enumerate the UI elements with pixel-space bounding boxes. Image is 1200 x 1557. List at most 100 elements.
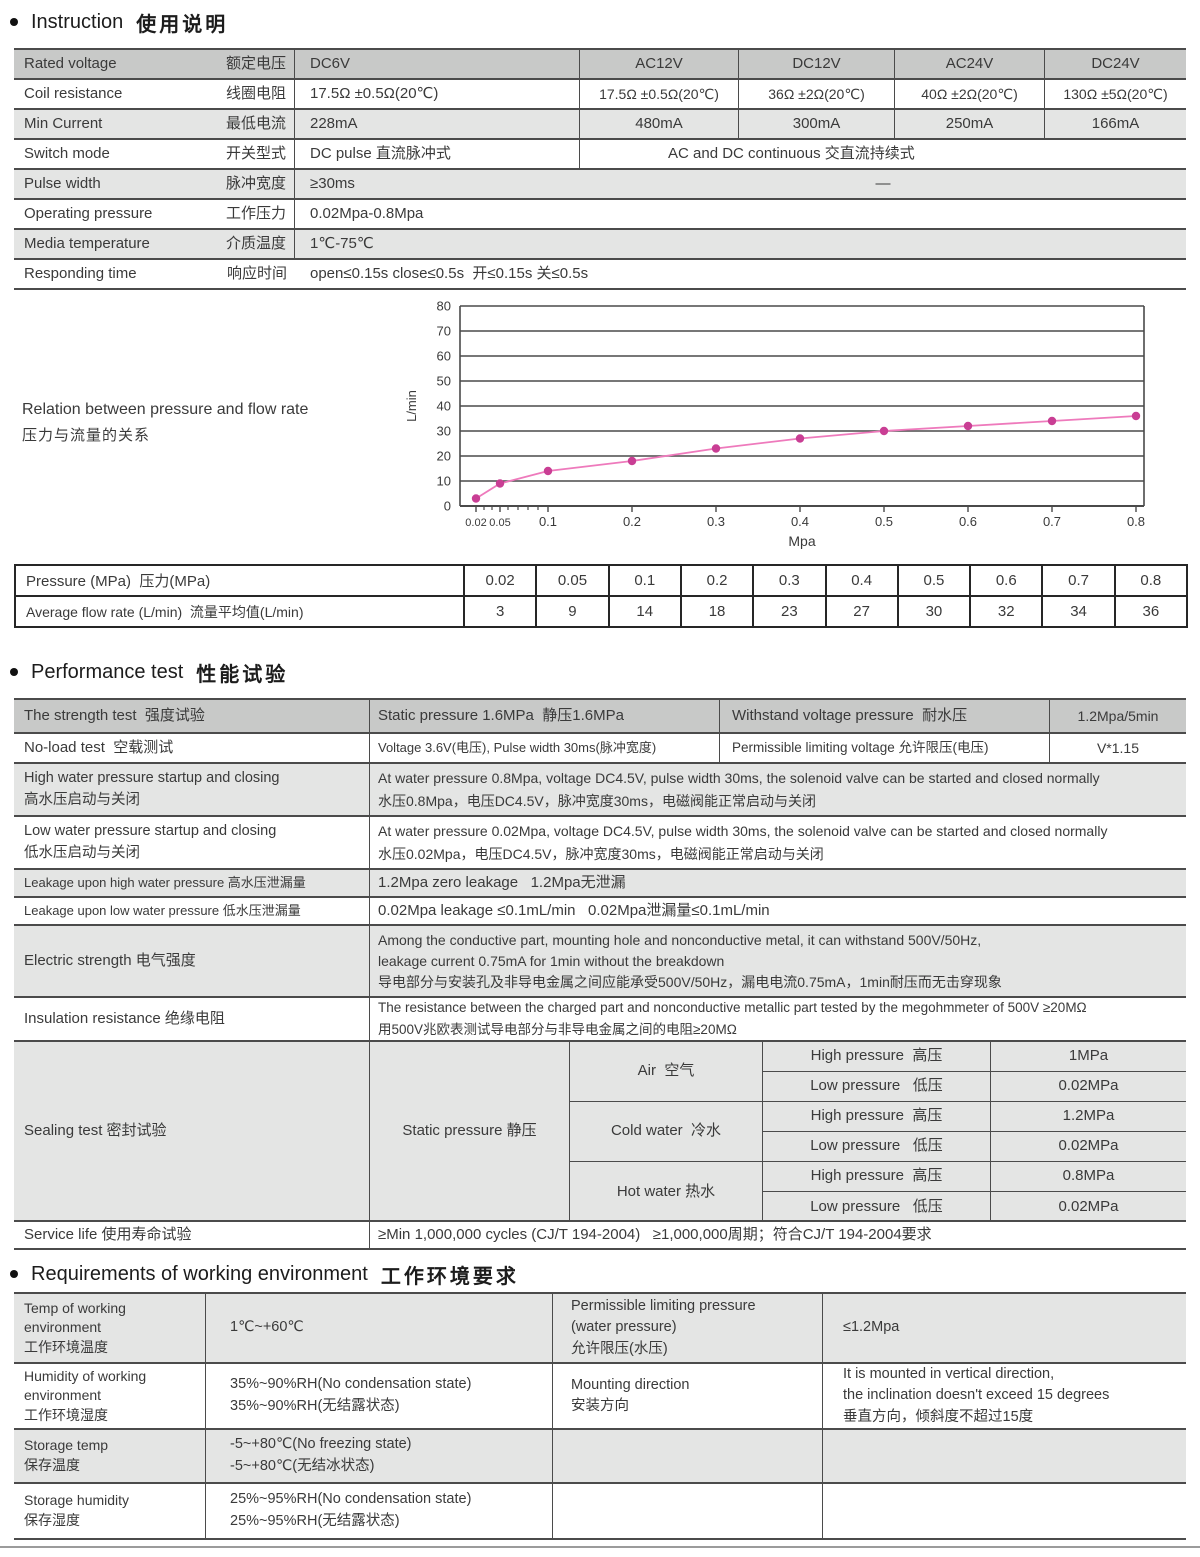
sealing-pressure-label: High pressure 高压 — [762, 1102, 990, 1131]
instruction-title-en: Instruction — [31, 10, 124, 33]
svg-text:0.1: 0.1 — [539, 514, 557, 529]
chart-caption-en: Relation between pressure and flow rate — [22, 401, 309, 418]
req-cell — [822, 1484, 1186, 1538]
sealing-medium: Hot water 热水 — [616, 1182, 716, 1200]
req-label: Storage humidity 保存湿度 — [24, 1492, 130, 1528]
sealing-pressure-label: Low pressure 低压 — [762, 1071, 990, 1101]
flow-rate-value: 14 — [609, 597, 682, 628]
flow-rate-label: Average flow rate (L/min) 流量平均值(L/min) — [16, 597, 465, 628]
sealing-pressure-value: 0.02MPa — [990, 1192, 1186, 1222]
perf-label: Leakage upon high water pressure 高水压泄漏量 — [14, 870, 370, 896]
req-cell: 1℃~+60℃ — [205, 1294, 552, 1362]
svg-text:20: 20 — [437, 449, 451, 464]
req-cell: It is mounted in vertical direction, the… — [822, 1364, 1186, 1428]
sealing-medium: Cold water 冷水 — [610, 1122, 722, 1140]
flow-rate-value: 3 — [465, 597, 538, 628]
svg-text:0.05: 0.05 — [489, 517, 510, 529]
flow-pressure-value: 0.5 — [898, 566, 972, 597]
req-label: Temp of working environment 工作环境温度 — [24, 1299, 126, 1355]
spec-cell: AC and DC continuous 交直流持续式 — [668, 144, 915, 162]
spec-cell: DC pulse 直流脉冲式 — [295, 140, 580, 168]
sealing-group-air: Air 空气 High pressure 高压 1MPa Low pressur… — [570, 1042, 1186, 1102]
spec-cell: AC12V — [635, 54, 683, 72]
bullet-icon — [10, 1270, 18, 1278]
spec-label: Min Current 最低电流 — [14, 110, 295, 138]
spec-cell: DC6V — [295, 50, 580, 78]
perf-cell: Voltage 3.6V(电压), Pulse width 30ms(脉冲宽度) — [370, 734, 720, 762]
perf-cell: Static pressure 1.6MPa 静压1.6MPa — [370, 700, 720, 732]
perf-row-leakage-low: Leakage upon low water pressure 低水压泄漏量 0… — [14, 898, 1186, 926]
flow-pressure-value: 0.4 — [826, 566, 899, 597]
svg-text:50: 50 — [437, 374, 451, 389]
instruction-title: Instruction 使用说明 — [10, 8, 1200, 36]
spec-row-min-current: Min Current 最低电流 228mA 480mA 300mA 250mA … — [14, 110, 1186, 140]
req-label: Humidity of working environment 工作环境湿度 — [24, 1367, 147, 1423]
spec-label: Media temperature 介质温度 — [14, 230, 295, 258]
svg-text:70: 70 — [437, 324, 451, 339]
perf-cell: 1.2Mpa zero leakage 1.2Mpa无泄漏 — [378, 873, 626, 891]
flow-rate-value: 9 — [537, 597, 610, 628]
svg-text:30: 30 — [437, 424, 451, 439]
req-cell — [552, 1484, 822, 1538]
spec-row-rated-voltage: Rated voltage 额定电压 DC6V AC12V DC12V AC24V… — [14, 50, 1186, 80]
perf-label: Electric strength 电气强度 — [14, 926, 370, 996]
sealing-pressure-value: 1.2MPa — [990, 1102, 1186, 1131]
flow-rate-value: 32 — [971, 597, 1044, 628]
spec-cell: 250mA — [894, 110, 1044, 138]
req-cell: Mounting direction 安装方向 — [552, 1364, 822, 1428]
flow-pressure-value: 0.3 — [754, 566, 827, 597]
flow-rate-value: 36 — [1115, 597, 1188, 628]
req-row-storage-humidity: Storage humidity 保存湿度 25%~95%RH(No conde… — [14, 1484, 1186, 1540]
req-row-storage-temp: Storage temp 保存温度 -5~+80℃(No freezing st… — [14, 1430, 1186, 1484]
requirements-title: Requirements of working environment 工作环境… — [10, 1260, 1200, 1288]
spec-label: Pulse width 脉冲宽度 — [14, 170, 295, 198]
req-cell — [822, 1430, 1186, 1482]
spec-cell: 300mA — [738, 110, 894, 138]
perf-row-high-water-startup: High water pressure startup and closing … — [14, 764, 1186, 817]
flow-pressure-value: 0.05 — [537, 566, 610, 597]
flow-pressure-value: 0.6 — [971, 566, 1044, 597]
perf-label: Low water pressure startup and closing 低… — [14, 817, 370, 868]
service-life-label: Service life 使用寿命试验 — [14, 1222, 370, 1248]
performance-title-zh: 性能试验 — [196, 663, 289, 686]
perf-label: The strength test 强度试验 — [14, 700, 370, 732]
instruction-title-zh: 使用说明 — [136, 13, 229, 36]
perf-cell: At water pressure 0.8Mpa, voltage DC4.5V… — [378, 770, 1100, 809]
sealing-pressure-value: 0.02MPa — [990, 1071, 1186, 1101]
perf-cell: 1.2Mpa/5min — [1077, 707, 1159, 724]
perf-cell: At water pressure 0.02Mpa, voltage DC4.5… — [378, 823, 1108, 862]
spec-cell: 17.5Ω ±0.5Ω(20℃) — [295, 80, 580, 108]
performance-title-en: Performance test — [31, 660, 184, 683]
spec-cell: 166mA — [1044, 110, 1186, 138]
perf-row-low-water-startup: Low water pressure startup and closing 低… — [14, 817, 1186, 870]
spec-cell: 36Ω ±2Ω(20℃) — [738, 80, 894, 108]
svg-text:0.5: 0.5 — [875, 514, 893, 529]
spec-cell: 40Ω ±2Ω(20℃) — [894, 80, 1044, 108]
spec-row-pulse-width: Pulse width 脉冲宽度 ≥30ms — — [14, 170, 1186, 200]
requirements-title-en: Requirements of working environment — [31, 1262, 368, 1285]
spec-cell: DC24V — [1044, 50, 1186, 78]
bullet-icon — [10, 668, 18, 676]
svg-text:0.3: 0.3 — [707, 514, 725, 529]
sealing-pressure-label: Low pressure 低压 — [762, 1131, 990, 1161]
flow-rate-value: 34 — [1043, 597, 1116, 628]
flow-table: Pressure (MPa) 压力(MPa) 0.02 0.05 0.1 0.2… — [14, 564, 1188, 628]
svg-text:0.8: 0.8 — [1127, 514, 1145, 529]
flow-rate-value: 23 — [754, 597, 827, 628]
perf-row-service-life: Service life 使用寿命试验 ≥Min 1,000,000 cycle… — [14, 1222, 1186, 1250]
sealing-group-cold-water: Cold water 冷水 High pressure 高压 1.2MPa Lo… — [570, 1102, 1186, 1162]
req-cell: 35%~90%RH(No condensation state) 35%~90%… — [205, 1364, 552, 1428]
spec-cell: 228mA — [295, 110, 580, 138]
svg-text:Mpa: Mpa — [788, 533, 815, 549]
req-label: Storage temp 保存温度 — [24, 1437, 109, 1473]
spec-cell: AC24V — [894, 50, 1044, 78]
req-cell: 25%~95%RH(No condensation state) 25%~95%… — [205, 1484, 552, 1538]
spec-cell: — — [875, 174, 891, 192]
spec-table: Rated voltage 额定电压 DC6V AC12V DC12V AC24V… — [14, 48, 1186, 290]
sealing-pressure-value: 0.8MPa — [990, 1162, 1186, 1191]
bullet-icon — [10, 18, 18, 26]
requirements-table: Temp of working environment 工作环境温度 1℃~+6… — [14, 1292, 1186, 1540]
flow-pressure-value: 0.1 — [609, 566, 682, 597]
perf-row-no-load-test: No-load test 空载测试 Voltage 3.6V(电压), Puls… — [14, 734, 1186, 764]
performance-title: Performance test 性能试验 — [10, 658, 1200, 686]
